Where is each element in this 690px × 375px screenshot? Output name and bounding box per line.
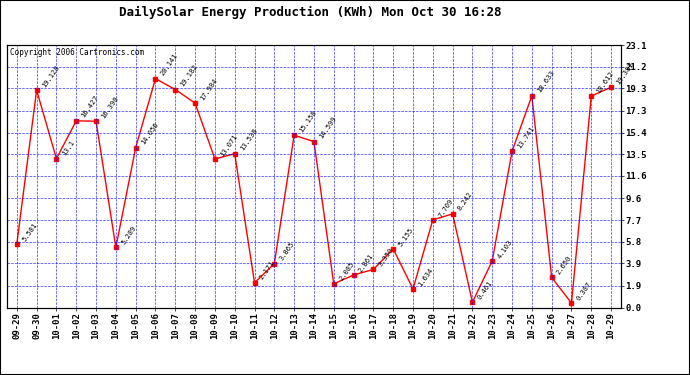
Text: 2.650: 2.650: [556, 255, 573, 276]
Text: 13.538: 13.538: [239, 128, 259, 152]
Text: DailySolar Energy Production (KWh) Mon Oct 30 16:28: DailySolar Energy Production (KWh) Mon O…: [119, 6, 502, 19]
Text: 19.128: 19.128: [41, 64, 60, 88]
Text: 5.155: 5.155: [397, 226, 415, 247]
Text: 1.634: 1.634: [417, 266, 434, 287]
Text: 20.141: 20.141: [159, 53, 179, 77]
Text: 5.289: 5.289: [120, 225, 137, 246]
Text: 0.387: 0.387: [575, 280, 593, 302]
Text: 13.071: 13.071: [219, 133, 239, 157]
Text: 7.709: 7.709: [437, 197, 454, 218]
Text: 8.242: 8.242: [457, 191, 474, 212]
Text: 2.171: 2.171: [259, 260, 276, 281]
Text: 13.741: 13.741: [516, 125, 535, 150]
Text: 0.461: 0.461: [477, 280, 494, 300]
Text: 15.158: 15.158: [298, 109, 318, 134]
Text: 18.612: 18.612: [595, 70, 615, 94]
Text: 3.350: 3.350: [377, 247, 395, 268]
Text: 19.381: 19.381: [615, 61, 635, 86]
Text: 2.861: 2.861: [357, 252, 375, 273]
Text: 16.427: 16.427: [81, 95, 100, 119]
Text: 14.056: 14.056: [140, 122, 159, 146]
Text: 4.103: 4.103: [496, 238, 513, 259]
Text: 19.182: 19.182: [179, 63, 199, 88]
Text: 14.599: 14.599: [318, 116, 337, 140]
Text: 16.390: 16.390: [100, 95, 120, 120]
Text: 3.865: 3.865: [279, 241, 295, 262]
Text: 17.984: 17.984: [199, 77, 219, 101]
Text: Copyright 2006 Cartronics.com: Copyright 2006 Cartronics.com: [10, 48, 144, 57]
Text: 5.581: 5.581: [21, 222, 38, 242]
Text: 18.633: 18.633: [536, 70, 555, 94]
Text: 13.1: 13.1: [61, 140, 75, 157]
Text: 2.085: 2.085: [338, 261, 355, 282]
